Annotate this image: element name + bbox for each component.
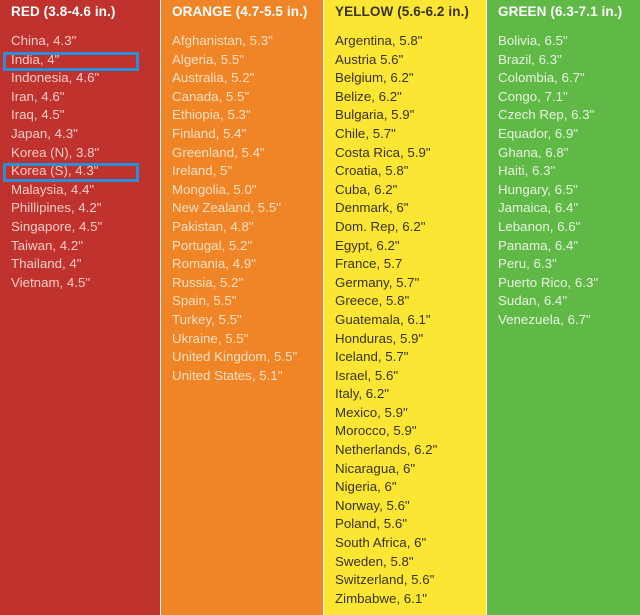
country-entry: Nigeria, 6": [335, 479, 397, 495]
country-entry: Equador, 6.9": [498, 125, 579, 141]
country-entry: United States, 5.1": [172, 367, 283, 383]
country-entry: Greenland, 5.4": [172, 144, 265, 160]
country-entry: Bulgaria, 5.9": [335, 107, 415, 123]
country-entry: Phillipines, 4.2": [11, 200, 102, 216]
column-green-list: Bolivia, 6.5" Brazil, 6.3" Colombia, 6.7" C…: [498, 32, 640, 330]
country-entry: Ireland, 5": [172, 163, 233, 179]
country-entry: Haiti, 6.3": [498, 163, 556, 179]
country-entry: Norway, 5.6": [335, 497, 410, 513]
country-entry: Canada, 5.5": [172, 88, 250, 104]
country-entry: Poland, 5.6": [335, 516, 407, 532]
country-entry: Colombia, 6.7": [498, 70, 585, 86]
country-entry: Singapore, 4.5": [11, 218, 103, 234]
country-entry: Chile, 5.7": [335, 125, 396, 141]
column-green-title: GREEN (6.3-7.1 in.): [498, 4, 623, 19]
country-entry: Panama, 6.4": [498, 237, 579, 253]
country-entry: Zimbabwe, 6.1": [335, 590, 427, 606]
country-entry: Jamaica, 6.4": [498, 200, 579, 216]
column-red-list: China, 4.3" India, 4" Indonesia, 4.6" Iran,…: [11, 32, 160, 292]
country-entry: Korea (S), 4.3": [11, 163, 99, 179]
country-entry: Egypt, 6.2": [335, 237, 400, 253]
country-entry: Malaysia, 4.4": [11, 181, 95, 197]
country-entry: Ukraine, 5.5": [172, 330, 249, 346]
country-entry: South Africa, 6": [335, 535, 427, 551]
country-entry: Mongolia, 5.0": [172, 181, 257, 197]
country-entry: Portugal, 5.2": [172, 237, 253, 253]
country-entry: Cuba, 6.2": [335, 181, 398, 197]
country-entry: Japan, 4.3": [11, 125, 78, 141]
country-entry: Greece, 5.8": [335, 293, 410, 309]
country-entry: Italy, 6.2": [335, 386, 389, 402]
country-entry: Switzerland, 5.6": [335, 572, 435, 588]
country-entry: Guatemala, 6.1": [335, 311, 431, 327]
highlight-box: [3, 51, 139, 71]
country-entry: China, 4.3": [11, 33, 77, 48]
column-orange-list: Afghanistan, 5.3" Algeria, 5.5" Australia,…: [172, 32, 323, 385]
country-entry: Australia, 5.2": [172, 70, 255, 86]
country-entry: Hungary, 6.5": [498, 181, 578, 197]
country-entry: Pakistan, 4.8": [172, 218, 254, 234]
highlight-box: [3, 163, 139, 183]
column-orange-title: ORANGE (4.7-5.5 in.): [172, 4, 308, 19]
country-entry: Peru, 6.3": [498, 256, 557, 272]
country-entry: Denmark, 6": [335, 200, 409, 216]
country-entry: Costa Rica, 5.9": [335, 144, 431, 160]
country-entry: Brazil, 6.3": [498, 51, 562, 67]
column-orange: ORANGE (4.7-5.5 in.) Afghanistan, 5.3" Al…: [161, 0, 323, 615]
country-entry: Israel, 5.6": [335, 367, 399, 383]
country-entry: Turkey, 5.5": [172, 311, 242, 327]
country-entry: Mexico, 5.9": [335, 404, 408, 420]
country-entry: Ethiopia, 5.3": [172, 107, 251, 123]
country-entry: Germany, 5.7": [335, 274, 420, 290]
country-entry: Ghana, 6.8": [498, 144, 569, 160]
country-entry: Iran, 4.6": [11, 88, 65, 104]
column-green: GREEN (6.3-7.1 in.) Bolivia, 6.5" Brazil,…: [487, 0, 640, 615]
country-entry: Korea (N), 3.8": [11, 144, 100, 160]
country-entry: Nicaragua, 6": [335, 460, 416, 476]
country-entry: New Zealand, 5.5": [172, 200, 281, 216]
country-entry: Taiwan, 4.2": [11, 237, 83, 253]
country-entry: United Kingdom, 5.5": [172, 349, 298, 365]
country-entry: Sudan, 6.4": [498, 293, 568, 309]
country-entry: Argentina, 5.8": [335, 33, 423, 48]
country-entry: Iraq, 4.5": [11, 107, 65, 123]
country-entry: Algeria, 5.5": [172, 51, 244, 67]
country-entry: Russia, 5.2": [172, 274, 244, 290]
country-entry: Croatia, 5.8": [335, 163, 409, 179]
country-entry: Sweden, 5.8": [335, 553, 414, 569]
country-entry: Austria 5.6": [335, 51, 404, 67]
country-entry: Spain, 5.5": [172, 293, 237, 309]
country-entry: Czech Rep, 6.3": [498, 107, 595, 123]
country-entry: Iceland, 5.7": [335, 349, 409, 365]
country-entry: Dom. Rep, 6.2": [335, 218, 426, 234]
country-entry: Netherlands, 6.2": [335, 442, 438, 458]
country-entry: Belize, 6.2": [335, 88, 402, 104]
column-red: RED (3.8-4.6 in.) China, 4.3" India, 4" In…: [0, 0, 160, 615]
country-entry: Venezuela, 6.7": [498, 311, 591, 327]
country-entry: Lebanon, 6.6": [498, 218, 581, 234]
country-entry: Indonesia, 4.6": [11, 70, 100, 86]
country-entry: Congo, 7.1": [498, 88, 568, 104]
country-entry: India, 4": [11, 51, 60, 67]
country-entry: Thailand, 4": [11, 256, 82, 272]
column-yellow-list: Argentina, 5.8" Austria 5.6" Belgium, 6.2"…: [335, 32, 486, 608]
country-entry: Bolivia, 6.5": [498, 33, 568, 48]
country-entry: Romania, 4.9": [172, 256, 256, 272]
column-yellow: YELLOW (5.6-6.2 in.) Argentina, 5.8" Aust…: [324, 0, 486, 615]
country-entry: Honduras, 5.9": [335, 330, 424, 346]
country-entry: Finland, 5.4": [172, 125, 247, 141]
country-entry: France, 5.7: [335, 256, 403, 272]
country-entry: Morocco, 5.9": [335, 423, 417, 439]
column-red-title: RED (3.8-4.6 in.): [11, 4, 116, 19]
column-yellow-title: YELLOW (5.6-6.2 in.): [335, 4, 470, 19]
country-entry: Belgium, 6.2": [335, 70, 414, 86]
country-entry: Puerto Rico, 6.3": [498, 274, 599, 290]
country-entry: Vietnam, 4.5": [11, 274, 91, 290]
country-entry: Afghanistan, 5.3": [172, 33, 273, 48]
